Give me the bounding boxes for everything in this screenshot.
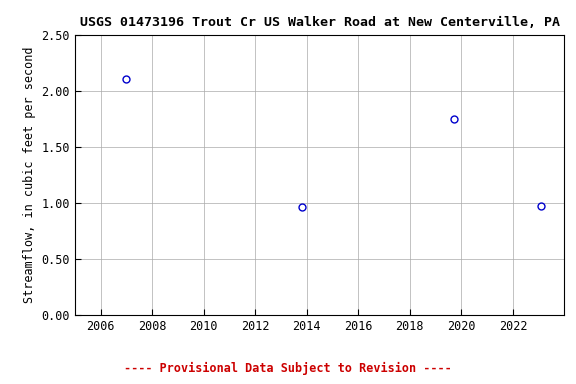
Y-axis label: Streamflow, in cubic feet per second: Streamflow, in cubic feet per second [23, 46, 36, 303]
Title: USGS 01473196 Trout Cr US Walker Road at New Centerville, PA: USGS 01473196 Trout Cr US Walker Road at… [79, 16, 560, 29]
Text: ---- Provisional Data Subject to Revision ----: ---- Provisional Data Subject to Revisio… [124, 362, 452, 375]
